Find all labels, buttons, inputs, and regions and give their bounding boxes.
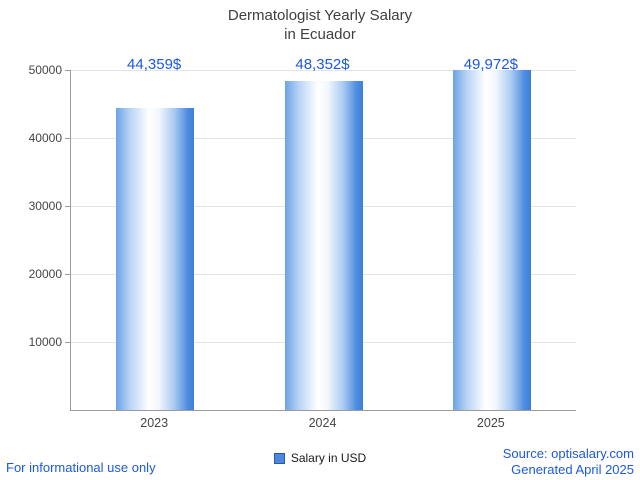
chart-title-line2: in Ecuador [284, 25, 356, 43]
y-axis-label: 40000 [28, 131, 62, 145]
x-axis-label: 2024 [308, 416, 337, 430]
chart-title-line1: Dermatologist Yearly Salary [227, 7, 413, 24]
legend-swatch-icon [273, 452, 285, 464]
y-axis-tick [65, 206, 70, 207]
x-axis-label: 2023 [140, 416, 169, 430]
y-axis-tick [65, 274, 70, 275]
legend: Salary in USD [0, 451, 640, 465]
disclaimer-text: For informational use only [6, 460, 156, 475]
y-axis-label: 10000 [28, 335, 62, 349]
y-axis-tick [65, 70, 70, 71]
chart-title: Dermatologist Yearly Salary in Ecuador [0, 7, 640, 45]
y-axis-label: 50000 [28, 63, 62, 77]
gridline [71, 70, 576, 71]
plot-area [65, 70, 576, 411]
y-axis-labels: 10000 20000 30000 40000 50000 [0, 63, 62, 410]
bar-2023 [116, 108, 195, 410]
legend-label: Salary in USD [290, 451, 367, 465]
y-axis-label: 20000 [28, 267, 62, 281]
y-axis-tick [65, 342, 70, 343]
source-block: Source: optisalary.com Generated April 2… [503, 446, 634, 477]
x-axis-label: 2025 [476, 416, 505, 430]
y-axis-label: 30000 [28, 199, 62, 213]
bar-2024 [284, 81, 363, 410]
source-link[interactable]: Source: optisalary.com [502, 446, 634, 462]
bar-2025 [452, 70, 531, 410]
y-axis-tick [65, 138, 70, 139]
generated-date: Generated April 2025 [511, 461, 634, 477]
